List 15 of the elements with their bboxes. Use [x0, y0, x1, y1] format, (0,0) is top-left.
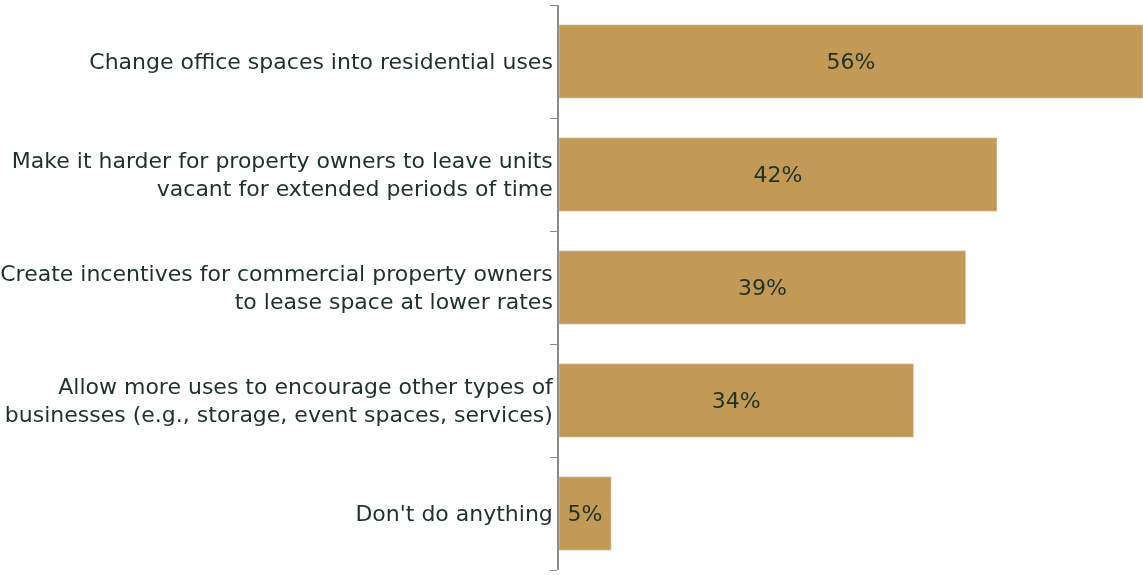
- y-tick-label: Don't do anything: [355, 501, 553, 527]
- data-label: 39%: [737, 275, 787, 301]
- data-label: 42%: [753, 162, 803, 188]
- y-tick-label: Make it harder for property owners to leave units vacant for extended periods of time: [11, 147, 553, 202]
- bar: [559, 476, 612, 551]
- bar: [559, 24, 1143, 99]
- bar: [559, 363, 914, 438]
- bar: [559, 250, 966, 325]
- data-label: 34%: [711, 388, 761, 414]
- y-tick-label: Allow more uses to encourage other types of businesses (e.g., storage, event spaces, services): [4, 373, 555, 428]
- bar: [559, 137, 998, 212]
- y-tick-label: Create incentives for commercial property owners to lease space at lower rates: [0, 260, 553, 315]
- data-label: 5%: [567, 501, 603, 527]
- y-tick-label: Change office spaces into residential uses: [89, 49, 553, 75]
- data-label: 56%: [826, 49, 876, 74]
